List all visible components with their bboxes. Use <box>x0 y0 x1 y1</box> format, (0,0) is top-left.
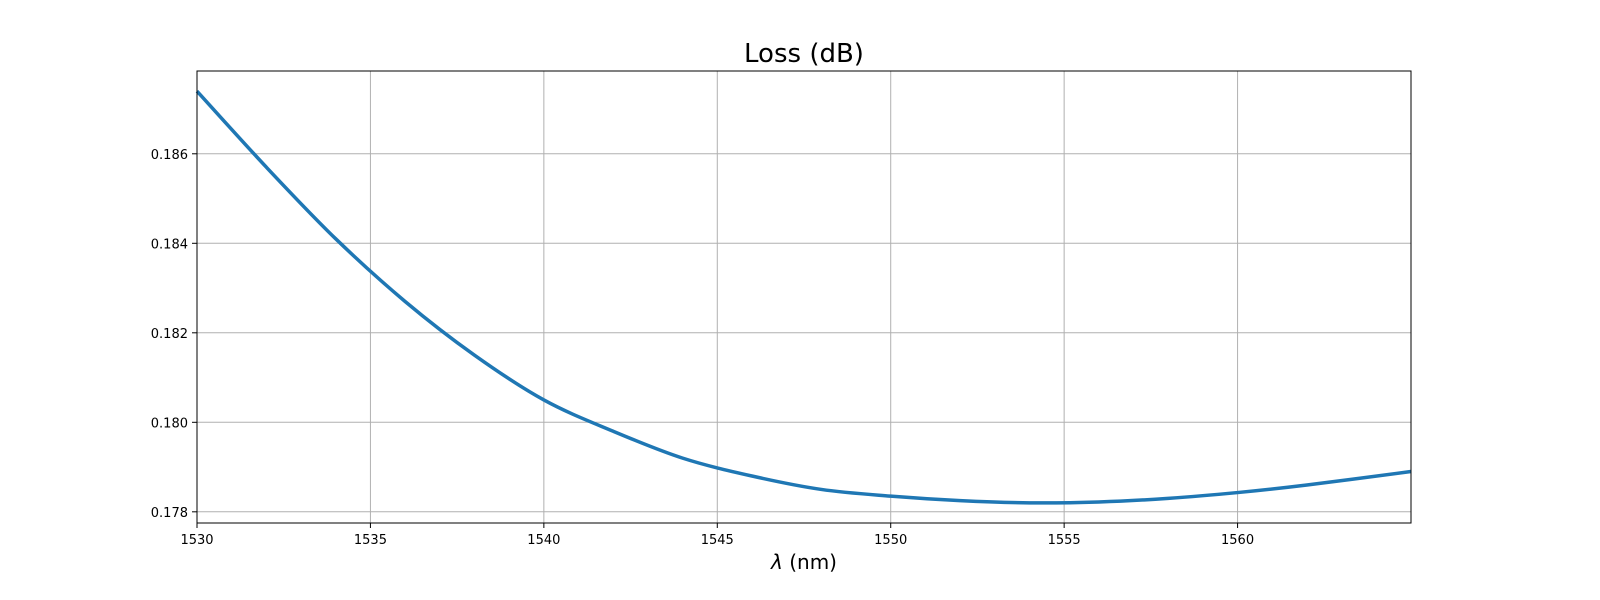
y-tick-label: 0.182 <box>151 327 188 342</box>
chart-title: Loss (dB) <box>744 39 864 69</box>
x-axis-label-unit: (nm) <box>783 550 837 574</box>
x-tick-label: 1530 <box>180 533 213 548</box>
y-tick-label: 0.178 <box>151 506 188 521</box>
x-tick-label: 1545 <box>701 533 734 548</box>
y-tick-label: 0.180 <box>151 416 188 431</box>
grid-layer <box>196 71 1411 523</box>
x-axis-label-symbol: λ <box>770 550 783 574</box>
y-tick-label: 0.186 <box>151 148 188 163</box>
axes-frame <box>196 70 1412 524</box>
series-layer <box>195 89 1412 505</box>
x-tick-label: 1550 <box>874 533 907 548</box>
x-tick-label: 1555 <box>1048 533 1081 548</box>
x-tick-label: 1540 <box>527 533 560 548</box>
series-line <box>195 89 1412 505</box>
tick-layer: 1530 1535 1540 1545 1550 1555 1560 0.178 0.180 0.… <box>151 148 1254 548</box>
x-axis-label: λ (nm) <box>770 550 837 574</box>
x-tick-label: 1560 <box>1221 533 1254 548</box>
y-tick-label: 0.184 <box>151 237 188 252</box>
x-tick-label: 1535 <box>354 533 387 548</box>
